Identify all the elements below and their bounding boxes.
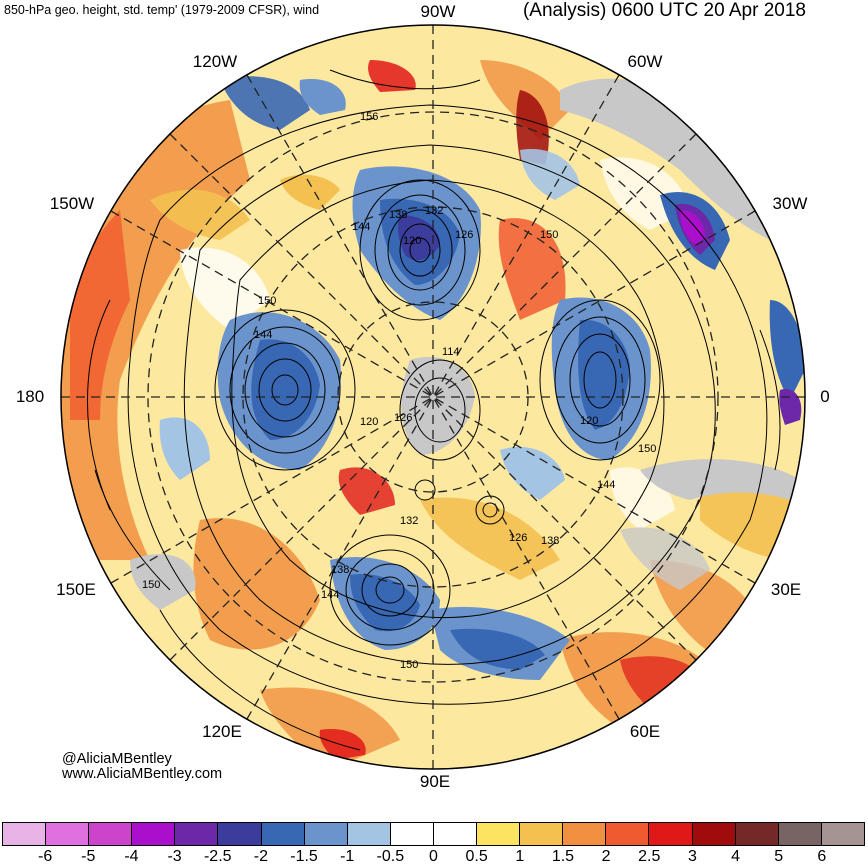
- contour-label: 138: [331, 564, 349, 576]
- lon-label-150e: 150E: [56, 580, 96, 599]
- valid-time-title: (Analysis) 0600 UTC 20 Apr 2018: [522, 0, 806, 21]
- colorbar-tick-label: 6: [817, 848, 827, 865]
- colorbar-swatch: [821, 823, 864, 845]
- lon-label-60w: 60W: [627, 52, 663, 71]
- contour-label: 138: [541, 535, 559, 547]
- contour-label: 120: [580, 415, 598, 427]
- colorbar-tick-label: 0.5: [465, 848, 488, 865]
- colorbar-swatch: [3, 823, 47, 845]
- contour-label: 120: [403, 235, 421, 247]
- credit-handle: @AliciaMBentley: [62, 751, 172, 767]
- lat-lon-grid: [61, 25, 805, 769]
- contour-label: 144: [321, 589, 339, 601]
- contour-label: 144: [352, 221, 370, 233]
- colorbar-tick-label: -5: [81, 848, 96, 865]
- colorbar-tick-label: 1.5: [551, 848, 575, 865]
- lon-label-90e: 90E: [419, 772, 451, 791]
- colorbar-tick-label: -2.5: [203, 848, 232, 865]
- contour-label: 126: [455, 229, 473, 241]
- colorbar-swatch: [649, 823, 693, 845]
- colorbar-tick-label: -6: [38, 848, 53, 865]
- lon-label-180: 180: [15, 387, 45, 406]
- contour-label: 126: [509, 532, 527, 544]
- colorbar-swatch: [735, 823, 779, 845]
- colorbar-swatch: [563, 823, 607, 845]
- colorbar-tick-label: 2.5: [638, 848, 661, 865]
- contour-label: 144: [597, 479, 615, 491]
- contour-label: 144: [254, 329, 272, 341]
- colorbar-swatch: [606, 823, 650, 845]
- colorbar-tick-label: -2: [253, 848, 269, 865]
- contour-label: 132: [400, 515, 418, 527]
- colorbar-swatch: [477, 823, 521, 845]
- geopotential-height-contours: [87, 69, 781, 751]
- map-title: 850-hPa geo. height, std. temp' (1979-20…: [4, 3, 320, 17]
- colorbar-swatch: [89, 823, 133, 845]
- lon-label-120w: 120W: [192, 52, 238, 71]
- contour-label: 132: [425, 205, 443, 217]
- lon-label-30e: 30E: [770, 580, 802, 599]
- lon-label-60e: 60E: [629, 722, 661, 741]
- colorbar-tick-label: -1: [340, 848, 355, 865]
- temperature-anomaly-colorbar: [2, 822, 865, 846]
- lon-label-0: 0: [820, 387, 830, 406]
- colorbar-swatch: [433, 823, 478, 845]
- colorbar-swatch: [347, 823, 391, 845]
- colorbar-tick-label: 4: [731, 848, 740, 865]
- colorbar-tick-label: 3: [687, 848, 697, 865]
- contour-label: 150: [540, 229, 558, 241]
- lon-label-120e: 120E: [202, 722, 242, 741]
- colorbar-swatch: [46, 823, 90, 845]
- colorbar-swatch: [778, 823, 822, 845]
- contour-label: 126: [394, 412, 412, 424]
- colorbar-tick-label: 2: [601, 848, 611, 865]
- colorbar-tick-label: -1.5: [290, 848, 318, 865]
- colorbar-swatch: [132, 823, 176, 845]
- colorbar-swatch: [261, 823, 305, 845]
- colorbar-tick-label: -4: [124, 848, 139, 865]
- colorbar-swatch: [304, 823, 348, 845]
- colorbar-swatch: [520, 823, 564, 845]
- colorbar-tick-label: 1: [515, 848, 525, 865]
- colorbar-swatch: [218, 823, 262, 845]
- colorbar-swatch: [692, 823, 736, 845]
- contour-labels: 156 144 138 132 120 126 150 150 144 114 …: [142, 111, 656, 671]
- lon-label-90w: 90W: [420, 2, 456, 21]
- contour-label: 120: [360, 416, 378, 428]
- credit-website: www.AliciaMBentley.com: [62, 766, 223, 782]
- contour-label: 156: [360, 111, 378, 123]
- lon-label-30w: 30W: [772, 194, 808, 213]
- contour-label: 138: [389, 209, 407, 221]
- contour-label: 150: [400, 659, 418, 671]
- colorbar-tick-label: -0.5: [376, 848, 405, 865]
- contour-label: 114: [442, 346, 460, 358]
- contour-label: 150: [638, 443, 656, 455]
- colorbar-tick-label: 0: [429, 848, 438, 865]
- polar-stereographic-map: 156 144 138 132 120 126 150 150 144 114 …: [60, 24, 806, 770]
- contour-label: 150: [142, 579, 160, 591]
- map-boundary: [60, 24, 806, 770]
- colorbar-tick-label: -3: [167, 848, 182, 865]
- colorbar-swatch: [175, 823, 219, 845]
- colorbar-swatch: [390, 823, 434, 845]
- colorbar-tick-label: 5: [774, 848, 784, 865]
- contour-label: 150: [258, 295, 276, 307]
- lon-label-150w: 150W: [49, 194, 95, 213]
